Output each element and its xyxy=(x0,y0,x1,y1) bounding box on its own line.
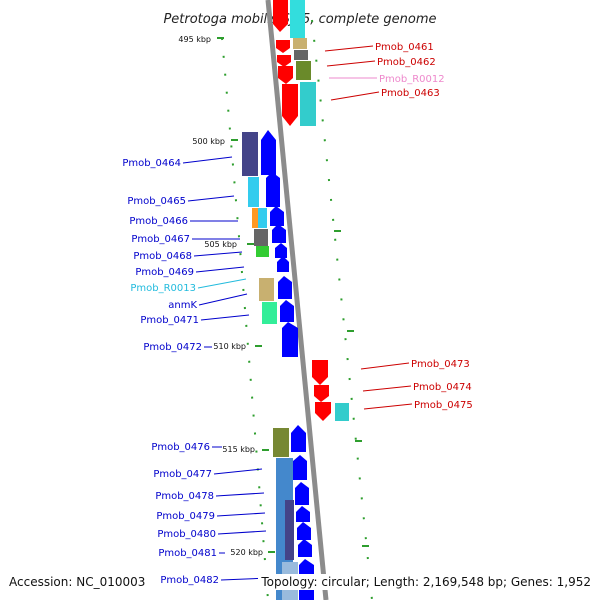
gene-label[interactable]: Pmob_0471 xyxy=(140,315,199,326)
scale-label: 520 kbp xyxy=(230,548,263,557)
gene-label[interactable]: Pmob_0461 xyxy=(375,42,434,53)
topology-text: Topology: circular; Length: 2,169,548 bp… xyxy=(260,575,591,589)
gene-label[interactable]: Pmob_0468 xyxy=(133,251,192,262)
gene-label[interactable]: Pmob_0464 xyxy=(122,158,181,169)
scale-label: 505 kbp xyxy=(204,240,237,249)
gene-label[interactable]: Pmob_0474 xyxy=(413,382,472,393)
reverse-strand-genes-top xyxy=(273,0,316,126)
left-labels: Pmob_0464 Pmob_0465 Pmob_0466 Pmob_0467 … xyxy=(122,156,270,586)
scale-label: 495 kbp xyxy=(178,35,211,44)
gene-label[interactable]: Pmob_0479 xyxy=(156,511,215,522)
gene-label[interactable]: Pmob_0465 xyxy=(127,196,186,207)
gene-label[interactable]: anmK xyxy=(168,300,197,311)
scale-label: 510 kbp xyxy=(213,342,246,351)
gene-label[interactable]: Pmob_0462 xyxy=(377,57,436,68)
forward-strand-genes xyxy=(242,130,298,357)
gene-label[interactable]: Pmob_0482 xyxy=(160,575,219,586)
gene-label[interactable]: Pmob_R0013 xyxy=(130,283,196,294)
forward-strand-genes-bottom xyxy=(273,425,314,600)
accession-text: Accession: NC_010003 xyxy=(9,575,145,589)
scale-trail xyxy=(221,19,373,600)
genome-backbone xyxy=(265,0,329,600)
gene-label[interactable]: Pmob_0480 xyxy=(157,529,216,540)
reverse-strand-genes-middle xyxy=(312,360,349,421)
gene-label[interactable]: Pmob_0478 xyxy=(155,491,214,502)
gene-label[interactable]: Pmob_0475 xyxy=(414,400,473,411)
scale-label: 515 kbp xyxy=(222,445,255,454)
right-labels: Pmob_0461 Pmob_0462 Pmob_R0012 Pmob_0463… xyxy=(324,42,473,411)
gene-label[interactable]: Pmob_0469 xyxy=(135,267,194,278)
gene-label[interactable]: Pmob_0472 xyxy=(143,342,202,353)
scale-ticks xyxy=(217,37,369,553)
gene-label[interactable]: Pmob_0481 xyxy=(158,548,217,559)
gene-label[interactable]: Pmob_0476 xyxy=(151,442,210,453)
gene-label[interactable]: Pmob_0463 xyxy=(381,88,440,99)
gene-label[interactable]: Pmob_0473 xyxy=(411,359,470,370)
scale-label: 500 kbp xyxy=(192,137,225,146)
gene-label[interactable]: Pmob_R0012 xyxy=(379,74,445,85)
gene-label[interactable]: Pmob_0466 xyxy=(129,216,188,227)
gene-label[interactable]: Pmob_0467 xyxy=(131,234,190,245)
gene-label[interactable]: Pmob_0477 xyxy=(153,469,212,480)
